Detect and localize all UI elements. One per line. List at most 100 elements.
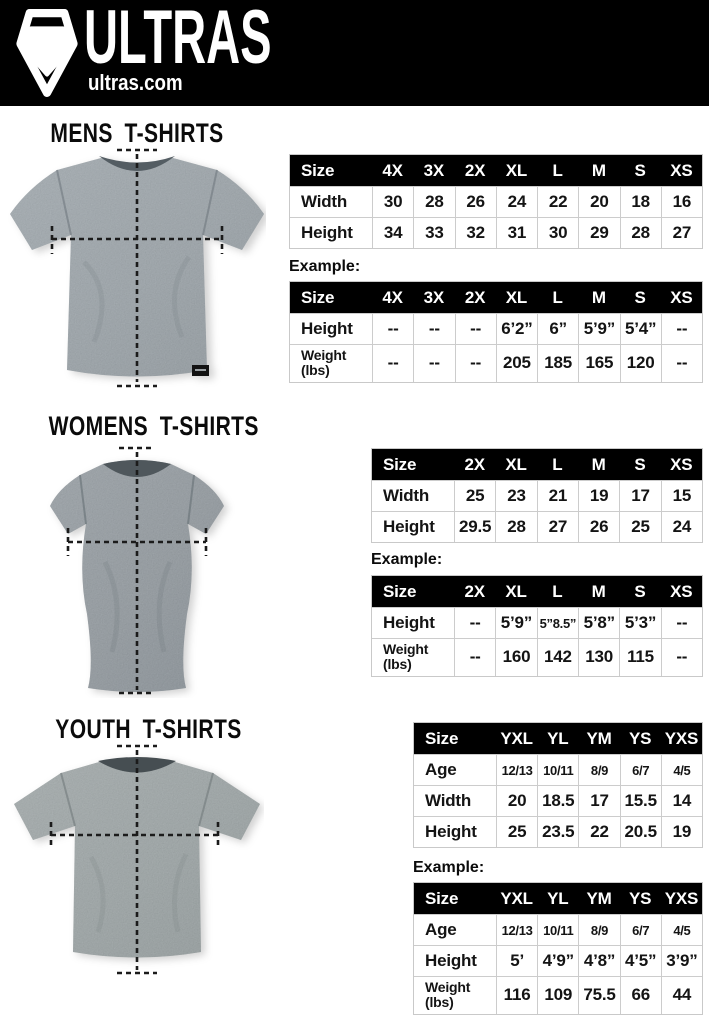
womens-section-title: WOMENS T-SHIRTS bbox=[48, 411, 259, 441]
table-cell: 20 bbox=[496, 785, 538, 816]
column-header-s: S bbox=[634, 454, 646, 474]
column-header-ys: YS bbox=[629, 888, 652, 908]
table-cell: 10/11 bbox=[537, 914, 579, 945]
pentagon-shield-icon bbox=[16, 7, 78, 104]
table-cell: -- bbox=[660, 344, 702, 382]
table-cell: 5”8.5” bbox=[536, 607, 579, 638]
table-cell: -- bbox=[660, 638, 702, 676]
table-cell: 25 bbox=[454, 480, 496, 511]
site-header: ULTRAS ultras.com bbox=[0, 0, 709, 106]
column-header-2x: 2X bbox=[464, 581, 485, 601]
table-cell: 10/11 bbox=[537, 754, 579, 785]
table-cell: -- bbox=[454, 638, 496, 676]
table-cell: 205 bbox=[495, 344, 537, 382]
table-cell: 66 bbox=[619, 976, 661, 1014]
table-cell: -- bbox=[454, 344, 496, 382]
table-cell: 5’3” bbox=[619, 607, 661, 638]
column-header-l: L bbox=[552, 581, 563, 601]
table-cell: 28 bbox=[413, 186, 455, 217]
table-row-weight: Weight (lbs) -- -- -- 205 185 165 120 -- bbox=[290, 344, 702, 382]
table-cell: 26 bbox=[454, 186, 496, 217]
table-cell: 27 bbox=[536, 511, 578, 542]
row-label: Height bbox=[372, 511, 454, 542]
column-header-2x: 2X bbox=[464, 160, 486, 180]
table-cell: 12/13 bbox=[496, 914, 538, 945]
table-cell: -- bbox=[660, 607, 702, 638]
column-header-4x: 4X bbox=[382, 160, 403, 180]
column-header-3x: 3X bbox=[423, 287, 445, 307]
table-cell: 5’9” bbox=[495, 607, 537, 638]
womens-example-label: Example: bbox=[371, 551, 443, 568]
youth-size-table: Size YXL YL YM YS YXS Age 12/13 10/11 8/9 6/7 4/5 Wi… bbox=[413, 722, 703, 848]
mens-size-table: Size 4X 3X 2X XL L M S XS Width 30 28 26 24 22 20 18 16 He… bbox=[289, 154, 703, 249]
column-header-xs: XS bbox=[670, 287, 693, 307]
row-label: Age bbox=[414, 754, 496, 785]
column-header-size: Size bbox=[425, 888, 459, 908]
table-cell: 15.5 bbox=[619, 785, 661, 816]
table-row-width: Width 25 23 21 19 17 15 bbox=[372, 480, 702, 511]
column-header-m: M bbox=[591, 454, 606, 474]
column-header-s: S bbox=[634, 581, 646, 601]
table-cell: 24 bbox=[660, 511, 702, 542]
table-row-age: Age 12/13 10/11 8/9 6/7 4/5 bbox=[414, 754, 702, 785]
table-cell: 31 bbox=[495, 217, 537, 248]
table-cell: 18 bbox=[619, 186, 661, 217]
table-cell: 29.5 bbox=[454, 511, 496, 542]
table-row-height: Height 25 23.5 22 20.5 19 bbox=[414, 816, 702, 847]
table-cell: 75.5 bbox=[578, 976, 620, 1014]
table-cell: 165 bbox=[578, 344, 620, 382]
column-header-s: S bbox=[634, 160, 646, 180]
womens-size-table: Size 2X XL L M S XS Width 25 23 21 19 17 15 Height 29.5… bbox=[371, 448, 703, 543]
table-header-row: Size 4X 3X 2X XL L M S XS bbox=[290, 282, 702, 313]
column-header-size: Size bbox=[383, 581, 417, 601]
table-header-row: Size 4X 3X 2X XL L M S XS bbox=[290, 155, 702, 186]
table-row-weight: Weight (lbs) 116 109 75.5 66 44 bbox=[414, 976, 702, 1014]
column-header-xl: XL bbox=[505, 160, 528, 180]
height-measure-line bbox=[117, 148, 157, 388]
table-cell: 19 bbox=[577, 480, 620, 511]
table-cell: 14 bbox=[660, 785, 702, 816]
column-header-size: Size bbox=[425, 728, 459, 748]
row-label: Height bbox=[414, 945, 496, 976]
table-cell: 24 bbox=[495, 186, 537, 217]
column-header-xl: XL bbox=[505, 287, 528, 307]
width-measure-line bbox=[49, 822, 220, 849]
column-header-xl: XL bbox=[505, 454, 527, 474]
table-cell: 27 bbox=[660, 217, 702, 248]
row-label: Weight (lbs) bbox=[372, 638, 454, 676]
column-header-m: M bbox=[591, 581, 606, 601]
row-label: Height bbox=[414, 816, 496, 847]
youth-section-title: YOUTH T-SHIRTS bbox=[55, 714, 242, 744]
table-cell: 33 bbox=[413, 217, 455, 248]
table-row-width: Width 30 28 26 24 22 20 18 16 bbox=[290, 186, 702, 217]
table-cell: 6/7 bbox=[619, 754, 661, 785]
table-cell: 5’ bbox=[496, 945, 538, 976]
table-cell: 160 bbox=[495, 638, 537, 676]
table-cell: 15 bbox=[660, 480, 702, 511]
column-header-xs: XS bbox=[670, 581, 693, 601]
column-header-size: Size bbox=[301, 287, 335, 307]
womens-shirt-body bbox=[50, 460, 224, 692]
table-cell: 30 bbox=[372, 186, 414, 217]
mens-example-label: Example: bbox=[289, 258, 361, 275]
table-cell: 130 bbox=[577, 638, 620, 676]
womens-tshirt-image bbox=[30, 442, 248, 698]
youth-example-label: Example: bbox=[413, 859, 485, 876]
table-cell: 20.5 bbox=[619, 816, 661, 847]
table-cell: -- bbox=[372, 313, 414, 344]
column-header-ys: YS bbox=[629, 728, 652, 748]
site-url: ultras.com bbox=[88, 70, 183, 95]
table-cell: 120 bbox=[619, 344, 661, 382]
table-cell: 20 bbox=[578, 186, 620, 217]
column-header-yl: YL bbox=[547, 728, 569, 748]
column-header-yl: YL bbox=[547, 888, 569, 908]
width-measure-line bbox=[66, 528, 208, 556]
table-cell: 4’8” bbox=[578, 945, 620, 976]
table-cell: 22 bbox=[537, 186, 579, 217]
table-cell: 25 bbox=[619, 511, 661, 542]
row-label: Height bbox=[372, 607, 454, 638]
table-cell: 4/5 bbox=[660, 754, 702, 785]
table-cell: 185 bbox=[537, 344, 579, 382]
table-cell: -- bbox=[660, 313, 702, 344]
